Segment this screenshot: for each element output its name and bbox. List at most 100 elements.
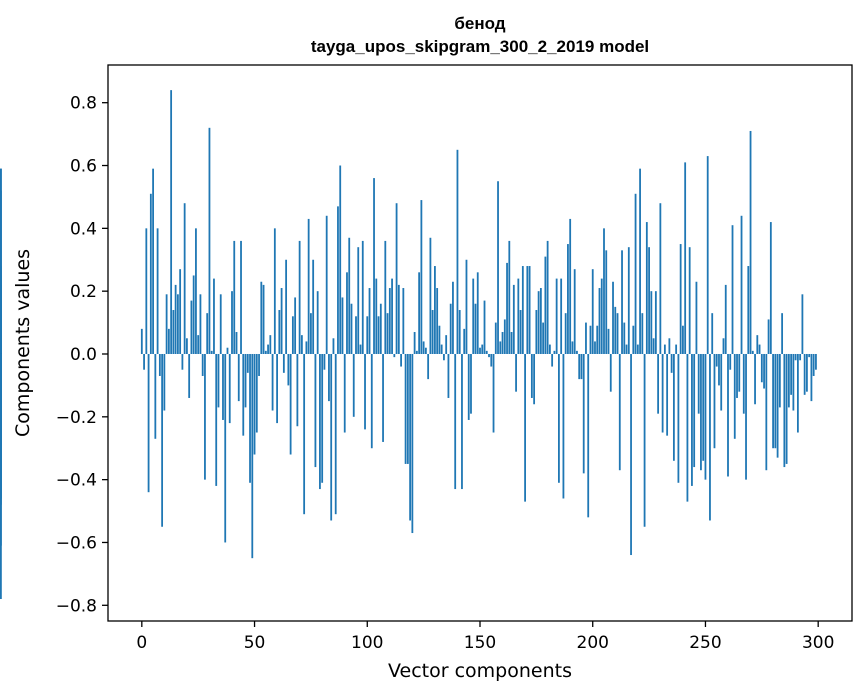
bar: [346, 272, 348, 354]
bar: [454, 353, 457, 490]
bar: [677, 353, 680, 483]
bar: [440, 344, 443, 354]
bar: [499, 341, 502, 354]
bar: [431, 310, 434, 354]
bar: [226, 347, 229, 354]
bar: [695, 281, 698, 354]
bar: [382, 353, 384, 442]
bar: [222, 353, 224, 420]
bar: [271, 353, 274, 411]
bar: [438, 325, 441, 354]
bar: [481, 344, 484, 354]
bar: [594, 341, 596, 354]
bar: [319, 353, 321, 490]
bar: [190, 300, 193, 354]
y-tick-label: 0.0: [70, 345, 97, 365]
bar: [551, 353, 554, 367]
bar: [668, 338, 671, 354]
bar: [778, 353, 781, 408]
bar: [749, 130, 752, 354]
x-tick-label: 300: [802, 633, 834, 653]
bar: [186, 338, 188, 354]
bar: [422, 341, 425, 354]
bar: [197, 335, 200, 354]
bar: [618, 353, 621, 471]
bar: [711, 313, 714, 354]
bar: [492, 353, 495, 433]
bar: [546, 240, 549, 354]
bar: [754, 353, 756, 405]
y-tick-label: 0.2: [70, 282, 97, 302]
bar: [519, 310, 522, 354]
bar: [156, 228, 159, 354]
bar: [244, 353, 247, 408]
bar: [808, 353, 811, 358]
bar: [803, 353, 806, 395]
bar: [215, 353, 218, 486]
bar: [740, 215, 743, 354]
bar: [379, 303, 382, 354]
bar: [348, 237, 351, 354]
bar: [386, 313, 389, 354]
bar: [400, 353, 402, 367]
bar-series: [0, 90, 817, 600]
bar: [598, 288, 601, 354]
y-axis-label: Components values: [12, 249, 34, 437]
bar: [643, 353, 646, 527]
bar: [722, 338, 725, 354]
bar: [447, 353, 450, 398]
bar: [567, 244, 569, 354]
bar: [368, 288, 371, 354]
bar: [736, 353, 738, 398]
bar: [763, 353, 765, 389]
bar: [294, 297, 297, 354]
bar: [560, 278, 563, 354]
bar: [240, 240, 242, 354]
bar: [341, 297, 344, 354]
y-tick-label: −0.2: [56, 408, 97, 428]
bar: [472, 278, 475, 354]
bar: [384, 240, 387, 354]
bar: [316, 291, 319, 354]
bar: [298, 240, 301, 354]
bar: [524, 353, 526, 502]
bar: [571, 341, 574, 354]
bar: [796, 353, 799, 433]
bar: [632, 325, 635, 354]
bar: [255, 353, 258, 433]
bar: [154, 353, 157, 439]
bar: [521, 266, 524, 354]
bar: [210, 350, 213, 354]
bar: [233, 240, 236, 354]
bar: [179, 269, 182, 354]
bar: [366, 316, 369, 354]
bar: [282, 353, 285, 373]
bar: [697, 353, 700, 414]
bar: [706, 156, 709, 354]
bar: [359, 344, 362, 354]
bar: [787, 353, 790, 408]
bar: [627, 247, 630, 354]
bar: [799, 353, 802, 361]
bar: [427, 353, 430, 380]
bar: [772, 353, 774, 449]
bar: [506, 262, 508, 354]
bar: [228, 353, 231, 424]
bar: [670, 353, 673, 373]
bar: [188, 353, 191, 398]
bar: [573, 269, 576, 354]
bar: [213, 278, 215, 354]
bar: [312, 259, 315, 354]
bar: [470, 353, 472, 414]
bar: [790, 353, 793, 395]
bar: [630, 353, 632, 556]
bar: [287, 353, 290, 386]
bar: [650, 291, 653, 354]
bar: [564, 313, 567, 354]
bar: [485, 350, 488, 354]
bar: [143, 353, 145, 370]
bar: [733, 353, 736, 439]
bar: [756, 335, 759, 354]
bar: [328, 353, 330, 402]
bar: [645, 222, 648, 354]
